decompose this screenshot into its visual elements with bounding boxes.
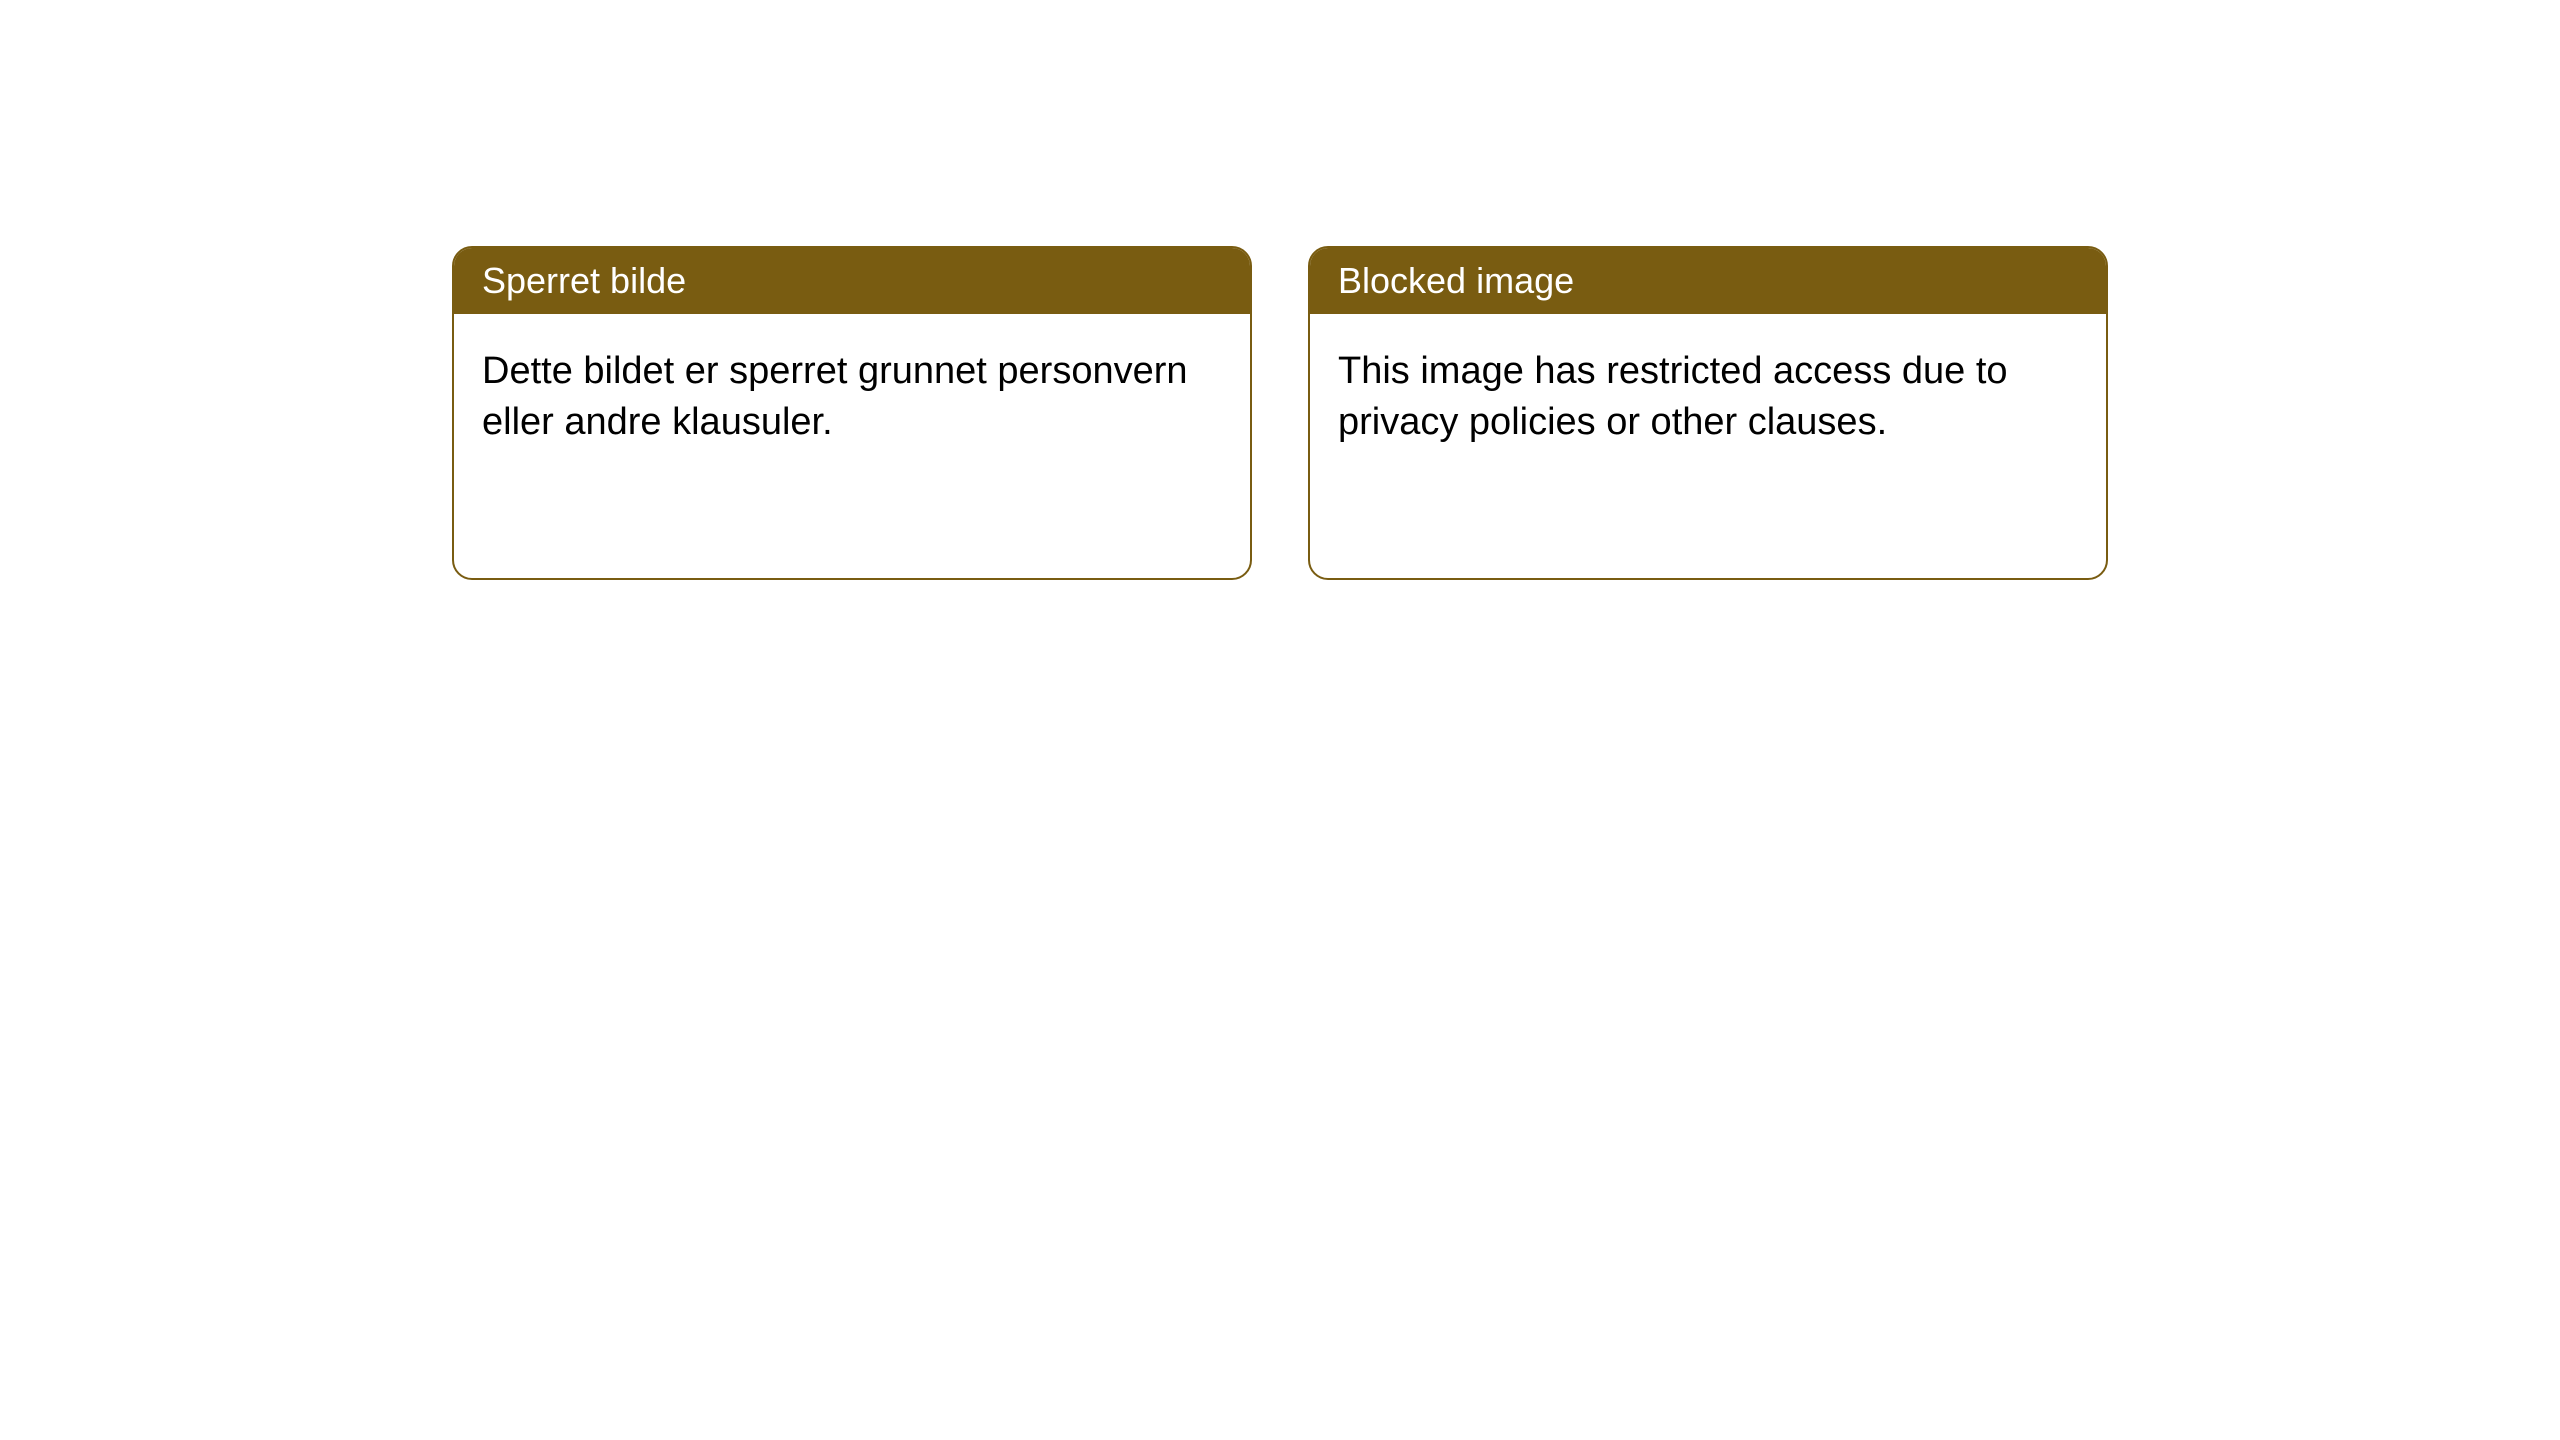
card-body-text: This image has restricted access due to … — [1338, 350, 2008, 443]
notice-card-norwegian: Sperret bilde Dette bildet er sperret gr… — [452, 246, 1252, 580]
notice-cards-container: Sperret bilde Dette bildet er sperret gr… — [452, 246, 2108, 580]
card-header: Sperret bilde — [454, 248, 1250, 314]
notice-card-english: Blocked image This image has restricted … — [1308, 246, 2108, 580]
card-body-text: Dette bildet er sperret grunnet personve… — [482, 350, 1188, 443]
card-title: Sperret bilde — [482, 260, 686, 301]
card-body: This image has restricted access due to … — [1310, 314, 2106, 481]
card-title: Blocked image — [1338, 260, 1574, 301]
card-header: Blocked image — [1310, 248, 2106, 314]
card-body: Dette bildet er sperret grunnet personve… — [454, 314, 1250, 481]
